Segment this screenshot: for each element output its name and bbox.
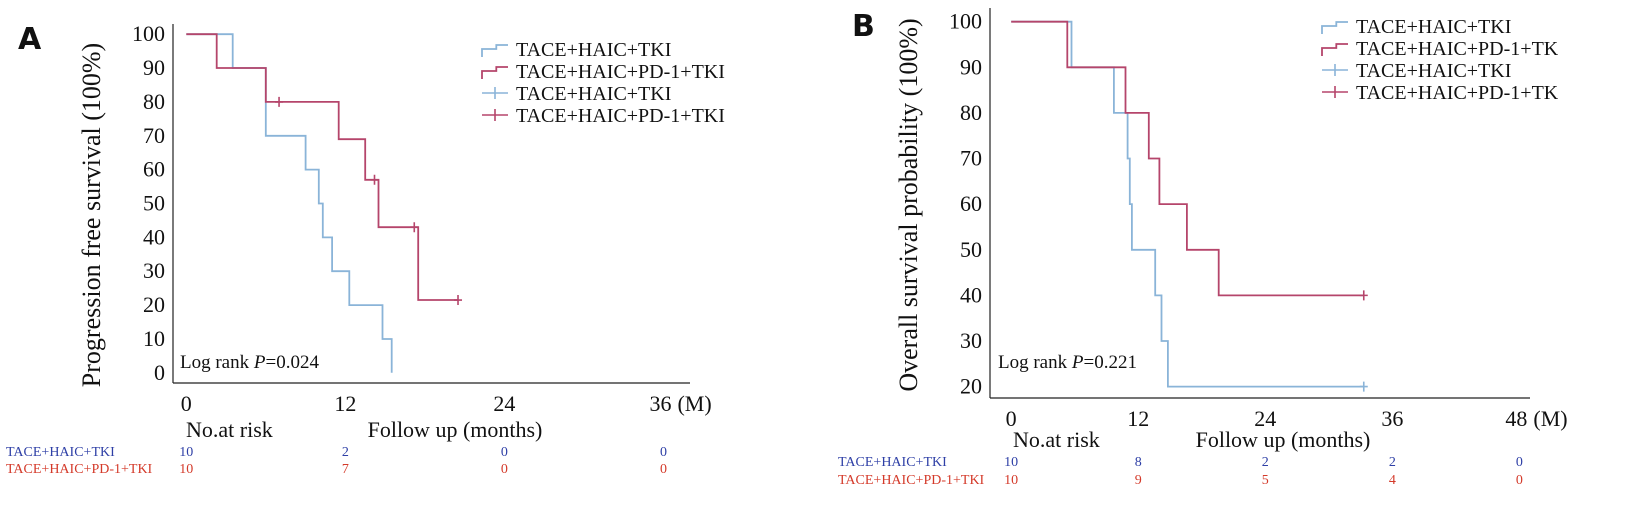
y-tick-label: 80	[143, 89, 165, 114]
y-tick-label: 60	[960, 191, 982, 216]
km-curve-pd1	[186, 33, 458, 301]
log-rank-value: =0.221	[1083, 352, 1136, 373]
x-axis-title: Follow up (months)	[1196, 427, 1371, 452]
legend-label: TACE+HAIC+TKI	[1356, 60, 1511, 82]
risk-count: 9	[1135, 473, 1142, 488]
x-axis-title: Follow up (months)	[368, 417, 543, 442]
log-rank-annotation: Log rank P=0.024	[180, 352, 319, 373]
y-tick-label: 50	[143, 191, 165, 216]
legend-censor-icon	[1322, 64, 1348, 76]
y-axis-title: Progression free survival (100%)	[77, 43, 106, 387]
y-tick-label: 20	[960, 374, 982, 399]
legend-line-icon	[481, 44, 508, 57]
legend-label: TACE+HAIC+PD-1+TKI	[516, 105, 725, 127]
risk-count: 0	[1516, 473, 1523, 488]
risk-count: 7	[342, 462, 349, 477]
panel-letter-a: A	[18, 22, 42, 57]
km-curve-pd1	[1011, 20, 1364, 297]
y-tick-label: 70	[143, 123, 165, 148]
y-tick-label: 70	[960, 146, 982, 171]
risk-count: 0	[501, 462, 508, 477]
risk-count: 8	[1135, 455, 1142, 470]
legend-censor-icon	[1322, 86, 1348, 98]
risk-row-label: TACE+HAIC+PD-1+TKI	[838, 473, 985, 488]
censor-mark	[275, 96, 284, 107]
risk-count: 2	[342, 445, 349, 460]
risk-count: 10	[179, 462, 193, 477]
legend-label: TACE+HAIC+PD-1+TKI	[516, 61, 725, 83]
y-tick-label: 30	[143, 258, 165, 283]
legend-censor-icon	[482, 109, 508, 121]
y-tick-label: 40	[143, 224, 165, 249]
risk-count: 2	[1262, 455, 1269, 470]
risk-count: 0	[501, 445, 508, 460]
log-rank-value: =0.024	[265, 352, 319, 373]
legend-line-icon	[1321, 21, 1348, 34]
censor-mark	[410, 222, 419, 233]
panel-letter-b: B	[852, 9, 875, 44]
censor-mark	[370, 174, 379, 185]
x-tick-label: 24	[1254, 406, 1276, 431]
x-tick-label: 12	[334, 391, 356, 416]
log-rank-prefix: Log rank	[998, 352, 1072, 373]
x-tick-label: 24	[493, 391, 515, 416]
legend-label: TACE+HAIC+TKI	[1356, 16, 1511, 38]
y-tick-label: 90	[960, 54, 982, 79]
y-tick-label: 100	[132, 21, 165, 46]
y-tick-label: 60	[143, 157, 165, 182]
x-tick-label: 0	[181, 391, 192, 416]
log-rank-p: P	[1071, 352, 1084, 373]
risk-count: 2	[1389, 455, 1396, 470]
x-tick-label: 48	[1505, 406, 1527, 431]
risk-table-title: No.at risk	[1013, 427, 1100, 452]
legend-line-icon	[1321, 43, 1348, 56]
risk-count: 10	[1004, 473, 1018, 488]
log-rank-p: P	[253, 352, 266, 373]
legend-line-icon	[481, 66, 508, 79]
x-tick-label: 36	[649, 391, 671, 416]
y-tick-label: 30	[960, 328, 982, 353]
y-tick-label: 100	[949, 9, 982, 34]
y-tick-label: 0	[154, 360, 165, 385]
risk-count: 0	[660, 462, 667, 477]
risk-count: 10	[179, 445, 193, 460]
x-tick-label: 36	[1381, 406, 1403, 431]
x-tick-label: 12	[1127, 406, 1149, 431]
censor-mark	[1359, 381, 1368, 392]
risk-row-label: TACE+HAIC+TKI	[6, 445, 115, 460]
y-tick-label: 50	[960, 237, 982, 262]
risk-row-label: TACE+HAIC+PD-1+TKI	[6, 462, 153, 477]
risk-count: 0	[660, 445, 667, 460]
risk-count: 5	[1262, 473, 1269, 488]
km-curve-tki	[186, 33, 393, 373]
legend-label: TACE+HAIC+TKI	[516, 83, 671, 105]
legend-label: TACE+HAIC+PD-1+TK	[1356, 38, 1559, 60]
censor-mark	[1359, 290, 1368, 301]
y-tick-label: 80	[960, 100, 982, 125]
y-tick-label: 10	[143, 326, 165, 351]
x-unit-label: (M)	[1533, 406, 1567, 431]
legend-censor-icon	[482, 87, 508, 99]
risk-row-label: TACE+HAIC+TKI	[838, 455, 947, 470]
legend-label: TACE+HAIC+TKI	[516, 39, 671, 61]
y-tick-label: 40	[960, 282, 982, 307]
y-tick-label: 20	[143, 292, 165, 317]
risk-count: 10	[1004, 455, 1018, 470]
risk-table-title: No.at risk	[186, 417, 273, 442]
y-tick-label: 90	[143, 55, 165, 80]
x-unit-label: (M)	[677, 391, 711, 416]
risk-count: 0	[1516, 455, 1523, 470]
censor-mark	[454, 295, 463, 306]
risk-count: 4	[1389, 473, 1396, 488]
y-axis-title: Overall survival probability (100%)	[894, 18, 923, 391]
legend-label: TACE+HAIC+PD-1+TK	[1356, 82, 1559, 104]
log-rank-annotation: Log rank P=0.221	[998, 352, 1137, 373]
log-rank-prefix: Log rank	[180, 352, 254, 373]
x-tick-label: 0	[1006, 406, 1017, 431]
